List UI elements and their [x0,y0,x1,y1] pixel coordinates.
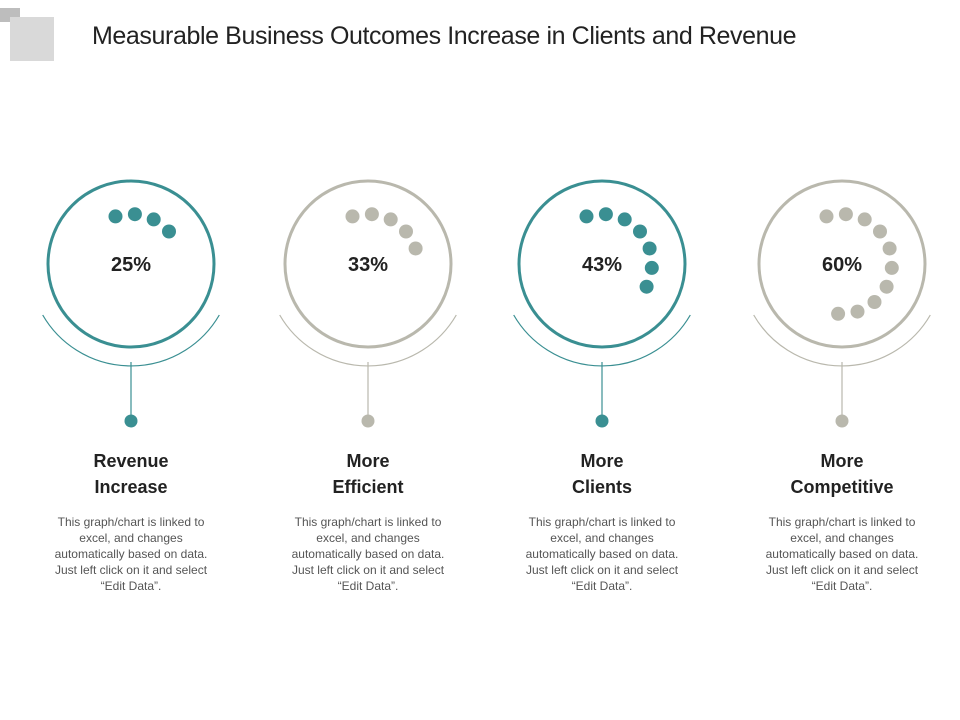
metric-title-line: More [820,451,864,471]
progress-ring [757,179,927,349]
progress-dot [408,241,423,256]
metric-title-line: Revenue [93,451,169,471]
progress-ring [283,179,453,349]
outer-arc [279,314,457,367]
outer-arc [513,314,691,367]
progress-dot [879,279,894,294]
metric-title-line: Increase [94,477,168,497]
metric-description: This graph/chart is linked to excel, and… [525,515,679,593]
progress-dot [108,209,123,224]
progress-dot [345,209,360,224]
progress-dot [850,304,865,319]
metric-title: Revenue Increase [41,448,221,500]
metric-title-line: More [580,451,624,471]
percent-label: 25% [111,254,151,276]
metric-description: This graph/chart is linked to excel, and… [291,515,445,593]
outer-arc [42,314,220,367]
progress-dot [639,279,654,294]
percent-label: 43% [582,254,622,276]
metric-title-line: More [346,451,390,471]
metric-title-line: Clients [571,477,632,497]
connector-pin [595,414,609,428]
progress-dot [873,224,887,239]
progress-dot [838,207,853,222]
progress-dot [644,260,659,275]
progress-dot [882,241,897,256]
progress-dot [819,209,834,224]
progress-ring [517,179,687,349]
metric-title: More Competitive [752,448,932,500]
progress-dot [857,212,872,227]
metric-title: More Efficient [278,448,458,500]
percent-label: 33% [348,254,388,276]
connector-pin [361,414,375,428]
progress-dot [884,260,899,275]
percent-label: 60% [822,254,862,276]
progress-dot [867,295,882,309]
page-title: Measurable Business Outcomes Increase in… [92,22,797,50]
progress-dot [399,224,413,239]
progress-dot [642,241,657,256]
progress-dot [127,207,142,222]
progress-dot [383,212,398,227]
progress-dot [162,224,176,239]
progress-dot [579,209,594,224]
progress-dot [364,207,379,222]
metric-title: More Clients [512,448,692,500]
progress-dot [633,224,647,239]
progress-dot [617,212,632,227]
progress-ring [46,179,216,349]
metric-description: This graph/chart is linked to excel, and… [54,515,208,593]
corner-decoration-light [10,17,54,61]
metric-title-line: Competitive [790,477,894,497]
connector-pin [124,414,138,428]
connector-pin [835,414,849,428]
outer-arc [753,314,931,367]
metric-title-line: Efficient [332,477,404,497]
progress-dot [831,306,846,321]
metric-description: This graph/chart is linked to excel, and… [765,515,919,593]
progress-dot [146,212,161,227]
progress-dot [598,207,613,222]
